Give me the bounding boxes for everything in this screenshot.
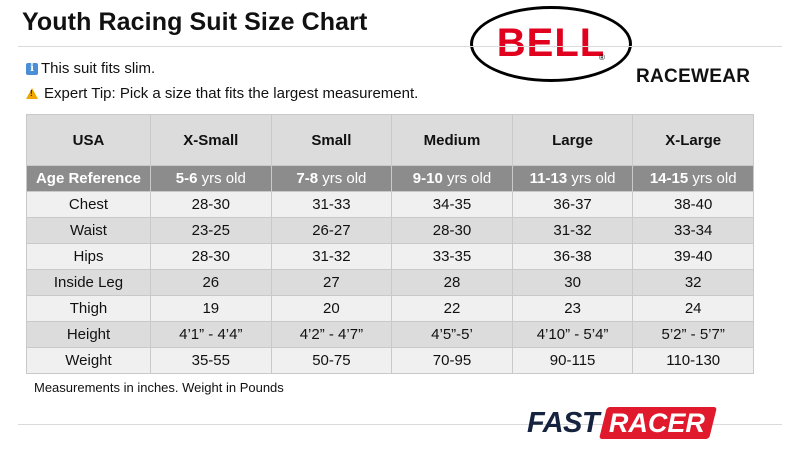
table-cell: 14-15 yrs old bbox=[632, 165, 754, 192]
row-label: Weight bbox=[26, 347, 151, 374]
column-header: X-Large bbox=[632, 114, 754, 166]
row-label: Height bbox=[26, 321, 151, 348]
table-cell: 31-33 bbox=[270, 191, 393, 218]
table-cell: 23 bbox=[511, 295, 634, 322]
table-cell: 26 bbox=[150, 269, 272, 296]
fastracer-logo-racer-box: RACER bbox=[599, 407, 718, 439]
table-cell: 7-8 yrs old bbox=[270, 165, 393, 192]
age-range: 5-6 bbox=[175, 170, 198, 187]
row-label: Age Reference bbox=[26, 165, 151, 192]
age-reference-row: Age Reference 5-6 yrs old 7-8 yrs old 9-… bbox=[26, 165, 754, 192]
table-cell: 35-55 bbox=[150, 347, 272, 374]
table-cell: 28-30 bbox=[150, 191, 272, 218]
column-header: Small bbox=[270, 114, 393, 166]
warning-icon bbox=[26, 88, 38, 99]
table-cell: 4’2” - 4’7” bbox=[270, 321, 393, 348]
table-row: Weight 35-55 50-75 70-95 90-115 110-130 bbox=[26, 347, 754, 374]
size-chart-table: USA X-Small Small Medium Large X-Large A… bbox=[26, 114, 754, 374]
table-cell: 50-75 bbox=[270, 347, 393, 374]
table-cell: 11-13 yrs old bbox=[511, 165, 634, 192]
table-row: Hips 28-30 31-32 33-35 36-38 39-40 bbox=[26, 243, 754, 270]
table-cell: 31-32 bbox=[511, 217, 634, 244]
age-unit: yrs old bbox=[442, 170, 492, 187]
column-header: Large bbox=[511, 114, 634, 166]
table-cell: 32 bbox=[632, 269, 754, 296]
info-icon: i bbox=[26, 62, 38, 75]
table-cell: 5’2” - 5’7” bbox=[632, 321, 754, 348]
table-cell: 19 bbox=[150, 295, 272, 322]
age-range: 7-8 bbox=[296, 170, 319, 187]
age-unit: yrs old bbox=[567, 170, 616, 187]
table-cell: 90-115 bbox=[511, 347, 634, 374]
expert-tip-text: Expert Tip: Pick a size that fits the la… bbox=[44, 85, 419, 102]
table-cell: 28 bbox=[391, 269, 513, 296]
table-cell: 31-32 bbox=[270, 243, 393, 270]
fastracer-logo-racer: RACER bbox=[609, 407, 706, 438]
table-cell: 23-25 bbox=[150, 217, 272, 244]
expert-tip: Expert Tip: Pick a size that fits the la… bbox=[26, 85, 418, 102]
table-cell: 39-40 bbox=[632, 243, 754, 270]
table-cell: 70-95 bbox=[391, 347, 513, 374]
table-cell: 4’10” - 5’4” bbox=[511, 321, 634, 348]
table-cell: 20 bbox=[270, 295, 393, 322]
table-cell: 24 bbox=[632, 295, 754, 322]
fastracer-logo: FAST RACER bbox=[527, 404, 718, 442]
table-cell: 5-6 yrs old bbox=[150, 165, 272, 192]
column-header: Medium bbox=[391, 114, 513, 166]
table-row: Thigh 19 20 22 23 24 bbox=[26, 295, 754, 322]
table-cell: 22 bbox=[391, 295, 513, 322]
table-cell: 36-37 bbox=[511, 191, 634, 218]
table-row: Inside Leg 26 27 28 30 32 bbox=[26, 269, 754, 296]
fastracer-logo-fast: FAST bbox=[527, 406, 600, 439]
age-range: 11-13 bbox=[529, 170, 568, 187]
age-unit: yrs old bbox=[318, 170, 367, 187]
age-unit: yrs old bbox=[688, 170, 737, 187]
row-label: Inside Leg bbox=[26, 269, 151, 296]
table-cell: 28-30 bbox=[150, 243, 272, 270]
header-divider bbox=[18, 46, 782, 47]
row-label: Thigh bbox=[26, 295, 151, 322]
table-cell: 30 bbox=[511, 269, 634, 296]
footnote: Measurements in inches. Weight in Pounds bbox=[34, 380, 284, 395]
age-unit: yrs old bbox=[197, 170, 246, 187]
age-range: 9-10 bbox=[412, 170, 443, 187]
page-title: Youth Racing Suit Size Chart bbox=[22, 8, 368, 36]
row-label: Waist bbox=[26, 217, 151, 244]
table-row: Chest 28-30 31-33 34-35 36-37 38-40 bbox=[26, 191, 754, 218]
fit-note: i This suit fits slim. bbox=[26, 60, 155, 77]
table-cell: 34-35 bbox=[391, 191, 513, 218]
table-row: Waist 23-25 26-27 28-30 31-32 33-34 bbox=[26, 217, 754, 244]
table-cell: 4’5”-5’ bbox=[391, 321, 513, 348]
table-row: Height 4’1” - 4’4” 4’2” - 4’7” 4’5”-5’ 4… bbox=[26, 321, 754, 348]
fit-note-text: This suit fits slim. bbox=[41, 60, 156, 77]
age-range: 14-15 bbox=[649, 170, 689, 187]
table-cell: 9-10 yrs old bbox=[391, 165, 513, 192]
column-header: X-Small bbox=[150, 114, 272, 166]
bell-logo: BELL ® bbox=[470, 6, 632, 82]
table-cell: 36-38 bbox=[511, 243, 634, 270]
table-cell: 27 bbox=[270, 269, 393, 296]
table-cell: 33-34 bbox=[632, 217, 754, 244]
table-cell: 4’1” - 4’4” bbox=[150, 321, 272, 348]
table-cell: 26-27 bbox=[270, 217, 393, 244]
bell-logo-text: BELL bbox=[496, 21, 606, 65]
registered-mark: ® bbox=[599, 53, 605, 62]
footer-divider bbox=[18, 424, 782, 425]
table-header-row: USA X-Small Small Medium Large X-Large bbox=[26, 114, 754, 166]
table-cell: 38-40 bbox=[632, 191, 754, 218]
table-cell: 28-30 bbox=[391, 217, 513, 244]
row-label: Hips bbox=[26, 243, 151, 270]
column-header: USA bbox=[26, 114, 151, 166]
table-cell: 33-35 bbox=[391, 243, 513, 270]
row-label: Chest bbox=[26, 191, 151, 218]
table-cell: 110-130 bbox=[632, 347, 754, 374]
brand-subtitle: RACEWEAR bbox=[636, 66, 751, 87]
